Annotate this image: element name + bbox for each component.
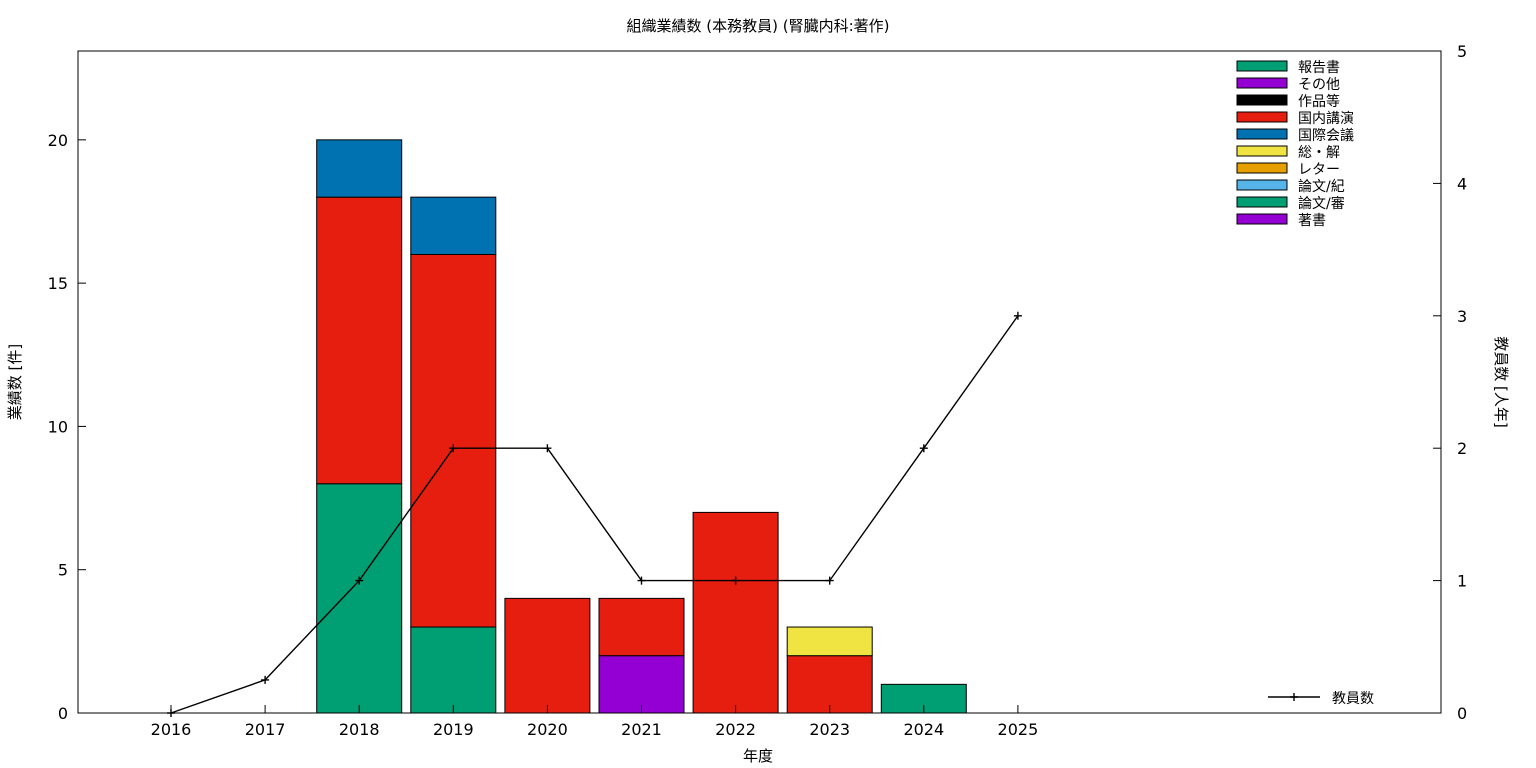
bar-segment: [786, 655, 873, 714]
line-point: [919, 444, 928, 453]
y2-tick-label: 5: [1457, 42, 1467, 61]
legend-label: その他: [1298, 77, 1340, 93]
bar-segment: [692, 511, 779, 714]
faculty-line-layer: [167, 311, 1022, 717]
bar-segment: [786, 626, 873, 657]
legend-label: 国内講演: [1298, 111, 1354, 127]
y-tick-label: 20: [48, 131, 68, 150]
x-tick-label: 2017: [245, 720, 286, 739]
x-tick-label: 2025: [998, 720, 1039, 739]
legend-swatch: [1236, 145, 1288, 157]
y-axis-label: 業績数 [件]: [6, 344, 24, 420]
legend-swatch: [1236, 128, 1288, 140]
bar-segment: [316, 196, 403, 485]
x-tick-label: 2020: [527, 720, 568, 739]
legend-swatch: [1236, 162, 1288, 174]
legend-swatch: [1236, 213, 1288, 225]
bar-segment: [410, 626, 497, 714]
bars-layer: [316, 139, 967, 714]
x-tick-label: 2019: [433, 720, 474, 739]
y-tick-label: 10: [48, 417, 68, 436]
y2-tick-label: 4: [1457, 174, 1467, 193]
legend-swatch: [1236, 179, 1288, 191]
legend-label: 総・解: [1298, 145, 1340, 161]
legend-label: 論文/紀: [1298, 179, 1345, 195]
line-point: [1013, 311, 1022, 320]
x-tick-label: 2023: [809, 720, 850, 739]
bar-segment: [410, 253, 497, 628]
line-point: [355, 576, 364, 585]
legend-swatch: [1236, 60, 1288, 72]
x-tick-label: 2021: [621, 720, 662, 739]
x-tick-label: 2018: [339, 720, 380, 739]
y-tick-label: 0: [58, 704, 68, 723]
axes-layer: 0 5 10 15 20 0 1 2 3 4 5 2016 2017 2018 2019 2020 2021 20…: [48, 42, 1468, 739]
y-tick-label: 5: [58, 561, 68, 580]
line-point: [637, 576, 646, 585]
x-tick-label: 2016: [151, 720, 192, 739]
legend-label: 国際会議: [1298, 127, 1354, 144]
legend-label: 作品等: [1298, 93, 1340, 110]
line-point: [731, 576, 740, 585]
y-tick-label: 15: [48, 274, 68, 293]
x-tick-label: 2024: [903, 720, 944, 739]
legend-swatch: [1236, 94, 1288, 106]
x-tick-label: 2022: [715, 720, 756, 739]
x-axis-label: 年度: [743, 747, 773, 765]
bar-segment: [316, 483, 403, 714]
legend-swatch: [1236, 196, 1288, 208]
line-point: [261, 675, 270, 684]
y2-tick-label: 2: [1457, 439, 1467, 458]
y2-axis-label: 教員数 [人年]: [1492, 336, 1510, 427]
legend-line-label: 教員数: [1332, 691, 1374, 707]
faculty-line: [170, 315, 1019, 714]
legend-label: レター: [1298, 162, 1340, 178]
line-point: [449, 444, 458, 453]
chart-title: 組織業績数 (本務教員) (腎臓内科:著作): [627, 17, 890, 35]
bar-segment: [316, 139, 403, 198]
bar-segment: [598, 597, 685, 657]
plot-frame: [77, 50, 1442, 714]
y2-tick-label: 3: [1457, 307, 1467, 326]
bar-segment: [504, 597, 591, 714]
legend-label: 論文/審: [1298, 196, 1345, 212]
legend-label: 著書: [1298, 213, 1326, 229]
line-point: [543, 444, 552, 453]
bar-segment: [598, 655, 685, 714]
legend-label: 報告書: [1298, 60, 1340, 76]
y2-tick-label: 0: [1457, 704, 1467, 723]
legend-line-marker: [1290, 693, 1298, 701]
y2-tick-label: 1: [1457, 572, 1467, 591]
bar-segment: [410, 196, 497, 255]
legend-swatch: [1236, 77, 1288, 89]
legend-swatch: [1236, 111, 1288, 123]
line-point: [825, 576, 834, 585]
